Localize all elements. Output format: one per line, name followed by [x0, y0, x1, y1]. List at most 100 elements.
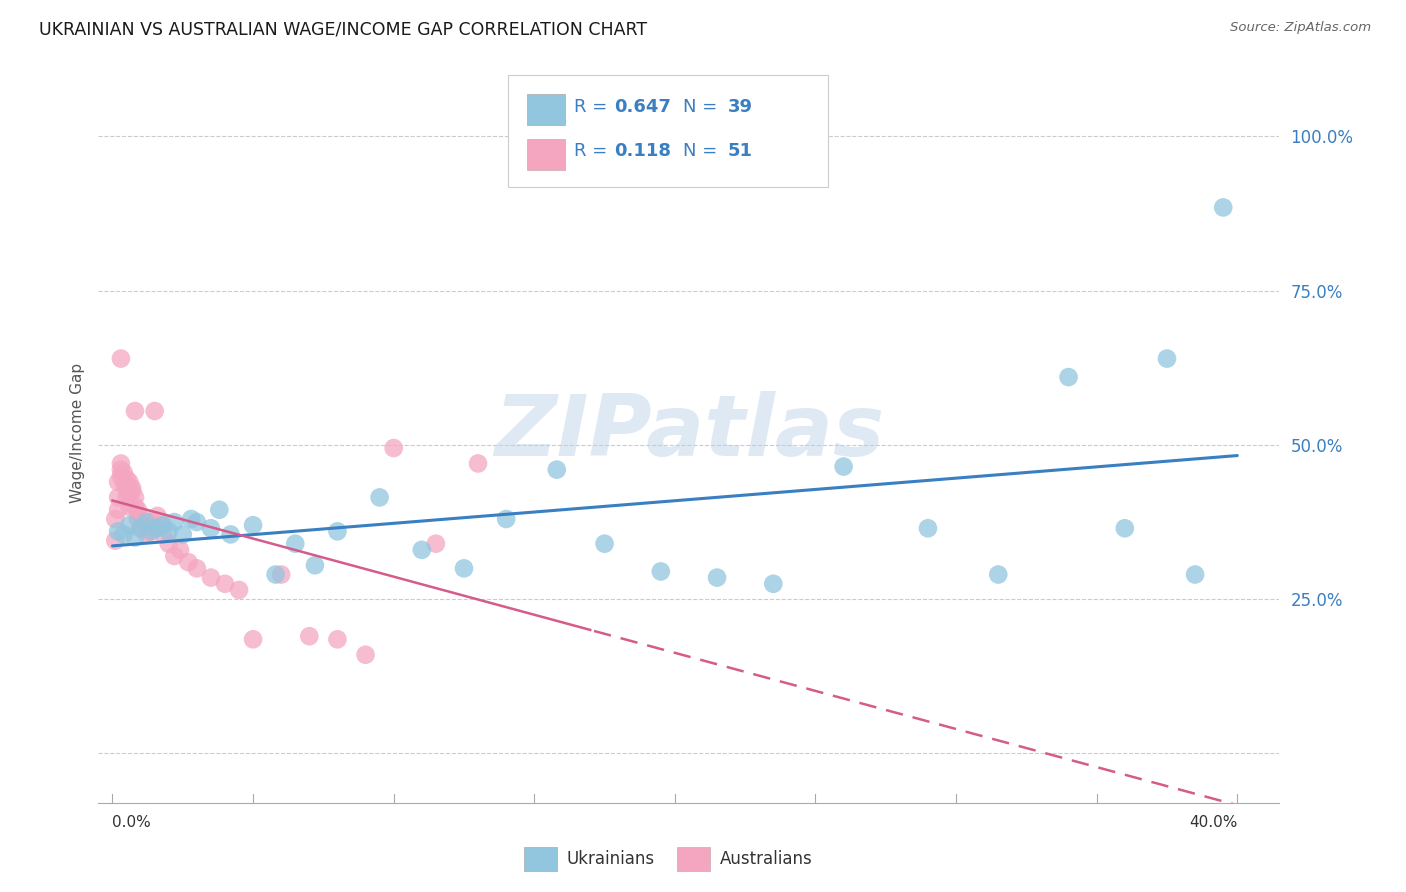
- Point: [127, 512, 149, 526]
- Point: [121, 481, 143, 495]
- Point: [110, 351, 132, 366]
- Point: [138, 524, 160, 539]
- Point: [546, 462, 568, 476]
- Point: [411, 542, 433, 557]
- Text: ZIPatlas: ZIPatlas: [494, 391, 884, 475]
- Point: [1212, 201, 1234, 215]
- Text: Australians: Australians: [720, 850, 813, 868]
- Point: [129, 508, 152, 523]
- Point: [152, 527, 174, 541]
- Point: [149, 518, 172, 533]
- Point: [593, 536, 616, 550]
- Point: [270, 567, 292, 582]
- Point: [124, 500, 146, 514]
- Point: [180, 512, 202, 526]
- Text: Ukrainians: Ukrainians: [567, 850, 654, 868]
- Point: [118, 518, 141, 533]
- Point: [219, 527, 242, 541]
- Point: [467, 457, 489, 471]
- Point: [326, 632, 349, 647]
- Point: [107, 502, 129, 516]
- Point: [124, 531, 146, 545]
- Point: [135, 527, 157, 541]
- Point: [124, 491, 146, 505]
- Point: [917, 521, 939, 535]
- Point: [110, 457, 132, 471]
- Point: [152, 518, 174, 533]
- Point: [115, 481, 138, 495]
- Point: [1184, 567, 1206, 582]
- Text: 40.0%: 40.0%: [1189, 815, 1237, 830]
- Text: 0.647: 0.647: [614, 98, 672, 116]
- Point: [146, 508, 169, 523]
- Point: [228, 582, 250, 597]
- Point: [208, 502, 231, 516]
- Point: [157, 524, 180, 539]
- Point: [186, 515, 208, 529]
- Point: [169, 542, 191, 557]
- Point: [143, 521, 166, 535]
- Point: [127, 502, 149, 516]
- Point: [112, 527, 135, 541]
- Point: [177, 555, 200, 569]
- Point: [110, 468, 132, 483]
- Point: [172, 527, 194, 541]
- Text: N =: N =: [683, 98, 723, 116]
- Point: [214, 576, 236, 591]
- Point: [124, 404, 146, 418]
- Point: [453, 561, 475, 575]
- Point: [762, 576, 785, 591]
- Text: 0.0%: 0.0%: [112, 815, 152, 830]
- FancyBboxPatch shape: [678, 847, 710, 871]
- Point: [326, 524, 349, 539]
- Point: [107, 524, 129, 539]
- Point: [157, 536, 180, 550]
- Text: R =: R =: [575, 98, 613, 116]
- Point: [146, 521, 169, 535]
- Point: [1114, 521, 1136, 535]
- Point: [425, 536, 447, 550]
- Text: N =: N =: [683, 143, 723, 161]
- Point: [706, 571, 728, 585]
- FancyBboxPatch shape: [527, 95, 565, 126]
- Text: 0.118: 0.118: [614, 143, 672, 161]
- Point: [107, 475, 129, 489]
- Point: [298, 629, 321, 643]
- Point: [304, 558, 326, 573]
- FancyBboxPatch shape: [508, 75, 828, 186]
- Point: [200, 571, 222, 585]
- Point: [368, 491, 391, 505]
- Point: [264, 567, 287, 582]
- Point: [115, 472, 138, 486]
- Point: [135, 515, 157, 529]
- Text: 51: 51: [728, 143, 754, 161]
- Point: [163, 515, 186, 529]
- Point: [186, 561, 208, 575]
- Point: [112, 475, 135, 489]
- Point: [987, 567, 1010, 582]
- Point: [107, 491, 129, 505]
- Point: [832, 459, 855, 474]
- Point: [141, 515, 163, 529]
- Point: [121, 484, 143, 499]
- Text: Source: ZipAtlas.com: Source: ZipAtlas.com: [1230, 21, 1371, 34]
- FancyBboxPatch shape: [523, 847, 557, 871]
- Point: [115, 491, 138, 505]
- Point: [1057, 370, 1080, 384]
- Point: [141, 524, 163, 539]
- Point: [382, 441, 405, 455]
- Point: [354, 648, 377, 662]
- Point: [650, 565, 672, 579]
- Point: [129, 521, 152, 535]
- Point: [118, 487, 141, 501]
- Y-axis label: Wage/Income Gap: Wage/Income Gap: [69, 362, 84, 503]
- Point: [163, 549, 186, 563]
- Point: [132, 518, 155, 533]
- Text: R =: R =: [575, 143, 619, 161]
- FancyBboxPatch shape: [527, 138, 565, 169]
- Text: 39: 39: [728, 98, 754, 116]
- Point: [143, 404, 166, 418]
- Point: [284, 536, 307, 550]
- Text: UKRAINIAN VS AUSTRALIAN WAGE/INCOME GAP CORRELATION CHART: UKRAINIAN VS AUSTRALIAN WAGE/INCOME GAP …: [39, 21, 648, 38]
- Point: [104, 512, 127, 526]
